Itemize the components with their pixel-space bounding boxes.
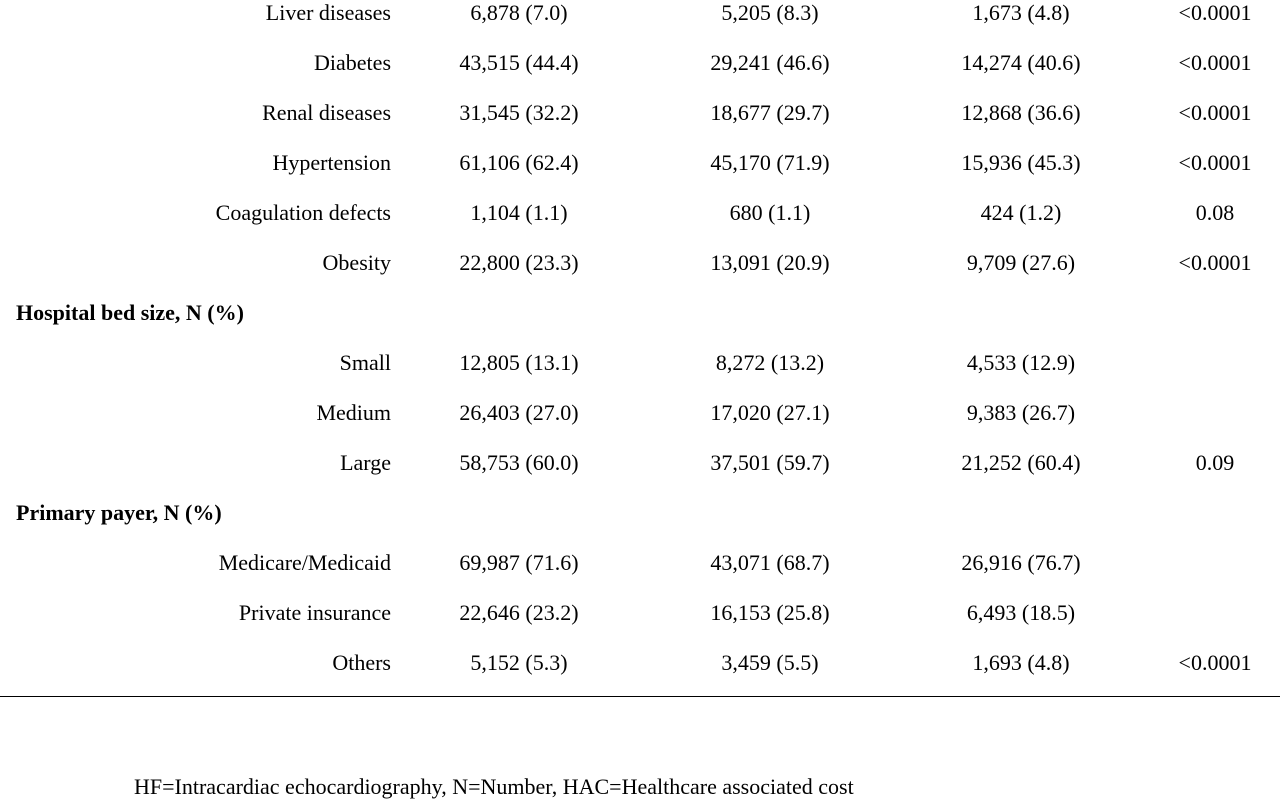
cell-p-value: 0.08 (1195, 200, 1235, 225)
cell-group-1: 680 (1.1) (729, 200, 811, 225)
row-label: Medium (316, 400, 391, 425)
table-row: Medicare/Medicaid 69,987 (71.6) 43,071 (68… (0, 550, 1280, 600)
section-header-row: Hospital bed size, N (%) (0, 300, 1280, 350)
table-row: Others 5,152 (5.3) 3,459 (5.5) 1,693 (4.8) <… (0, 650, 1280, 700)
cell-group-1: 43,071 (68.7) (710, 550, 830, 575)
table-row: Diabetes 43,515 (44.4) 29,241 (46.6) 14,274… (0, 50, 1280, 100)
cell-p-value: <0.0001 (1178, 150, 1252, 175)
cell-p-value: <0.0001 (1178, 650, 1252, 675)
cell-total: 31,545 (32.2) (459, 100, 579, 125)
cell-group-2: 1,673 (4.8) (972, 0, 1070, 25)
cell-total: 69,987 (71.6) (459, 550, 579, 575)
cell-total: 26,403 (27.0) (459, 400, 579, 425)
cell-p-value: <0.0001 (1178, 100, 1252, 125)
table-row: Coagulation defects 1,104 (1.1) 680 (1.1) 4… (0, 200, 1280, 250)
cell-group-2: 26,916 (76.7) (961, 550, 1081, 575)
table-row: Liver diseases 6,878 (7.0) 5,205 (8.3) 1,67… (0, 0, 1280, 50)
cell-group-1: 16,153 (25.8) (710, 600, 830, 625)
table-footnote: HF=Intracardiac echocardiography, N=Numb… (134, 774, 854, 799)
data-table: Liver diseases 6,878 (7.0) 5,205 (8.3) 1,67… (0, 0, 1280, 700)
cell-p-value: <0.0001 (1178, 250, 1252, 275)
cell-group-2: 1,693 (4.8) (972, 650, 1070, 675)
cell-total: 6,878 (7.0) (470, 0, 568, 25)
cell-group-2: 4,533 (12.9) (966, 350, 1076, 375)
cell-group-2: 6,493 (18.5) (966, 600, 1076, 625)
table-row: Obesity 22,800 (23.3) 13,091 (20.9) 9,709 (… (0, 250, 1280, 300)
cell-total: 22,800 (23.3) (459, 250, 579, 275)
table-row: Medium 26,403 (27.0) 17,020 (27.1) 9,383 (2… (0, 400, 1280, 450)
row-label: Medicare/Medicaid (218, 550, 391, 575)
cell-group-2: 12,868 (36.6) (961, 100, 1081, 125)
section-heading: Hospital bed size, N (%) (16, 300, 244, 325)
table-row: Renal diseases 31,545 (32.2) 18,677 (29.7)… (0, 100, 1280, 150)
table-row: Private insurance 22,646 (23.2) 16,153 (25… (0, 600, 1280, 650)
section-header-row: Primary payer, N (%) (0, 500, 1280, 550)
row-label: Renal diseases (262, 100, 391, 125)
row-label: Others (332, 650, 391, 675)
row-label: Coagulation defects (215, 200, 391, 225)
table-row: Small 12,805 (13.1) 8,272 (13.2) 4,533 (12.… (0, 350, 1280, 400)
row-label: Obesity (322, 250, 391, 275)
cell-total: 43,515 (44.4) (459, 50, 579, 75)
cell-p-value: <0.0001 (1178, 0, 1252, 25)
cell-group-1: 29,241 (46.6) (710, 50, 830, 75)
cell-total: 12,805 (13.1) (459, 350, 579, 375)
cell-group-1: 5,205 (8.3) (721, 0, 819, 25)
row-label: Large (340, 450, 391, 475)
cell-total: 1,104 (1.1) (470, 200, 568, 225)
cell-group-2: 9,709 (27.6) (966, 250, 1076, 275)
cell-p-value: 0.09 (1195, 450, 1235, 475)
table-bottom-rule (0, 696, 1280, 697)
table-row: Hypertension 61,106 (62.4) 45,170 (71.9) 15… (0, 150, 1280, 200)
cell-group-2: 14,274 (40.6) (961, 50, 1081, 75)
cell-group-1: 17,020 (27.1) (710, 400, 830, 425)
row-label: Liver diseases (265, 0, 391, 25)
row-label: Diabetes (314, 50, 391, 75)
cell-group-2: 9,383 (26.7) (966, 400, 1076, 425)
row-label: Hypertension (272, 150, 391, 175)
cell-group-2: 15,936 (45.3) (961, 150, 1081, 175)
section-heading: Primary payer, N (%) (16, 500, 222, 525)
table-row: Large 58,753 (60.0) 37,501 (59.7) 21,252 (6… (0, 450, 1280, 500)
cell-group-1: 45,170 (71.9) (710, 150, 830, 175)
cell-group-1: 37,501 (59.7) (710, 450, 830, 475)
cell-p-value: <0.0001 (1178, 50, 1252, 75)
row-label: Small (339, 350, 391, 375)
row-label: Private insurance (238, 600, 391, 625)
cell-group-2: 424 (1.2) (980, 200, 1062, 225)
cell-total: 5,152 (5.3) (470, 650, 568, 675)
cell-total: 61,106 (62.4) (459, 150, 579, 175)
cell-total: 22,646 (23.2) (459, 600, 579, 625)
cell-group-1: 8,272 (13.2) (715, 350, 825, 375)
cell-total: 58,753 (60.0) (459, 450, 579, 475)
cell-group-1: 18,677 (29.7) (710, 100, 830, 125)
cell-group-1: 13,091 (20.9) (710, 250, 830, 275)
cell-group-2: 21,252 (60.4) (961, 450, 1081, 475)
cell-group-1: 3,459 (5.5) (721, 650, 819, 675)
